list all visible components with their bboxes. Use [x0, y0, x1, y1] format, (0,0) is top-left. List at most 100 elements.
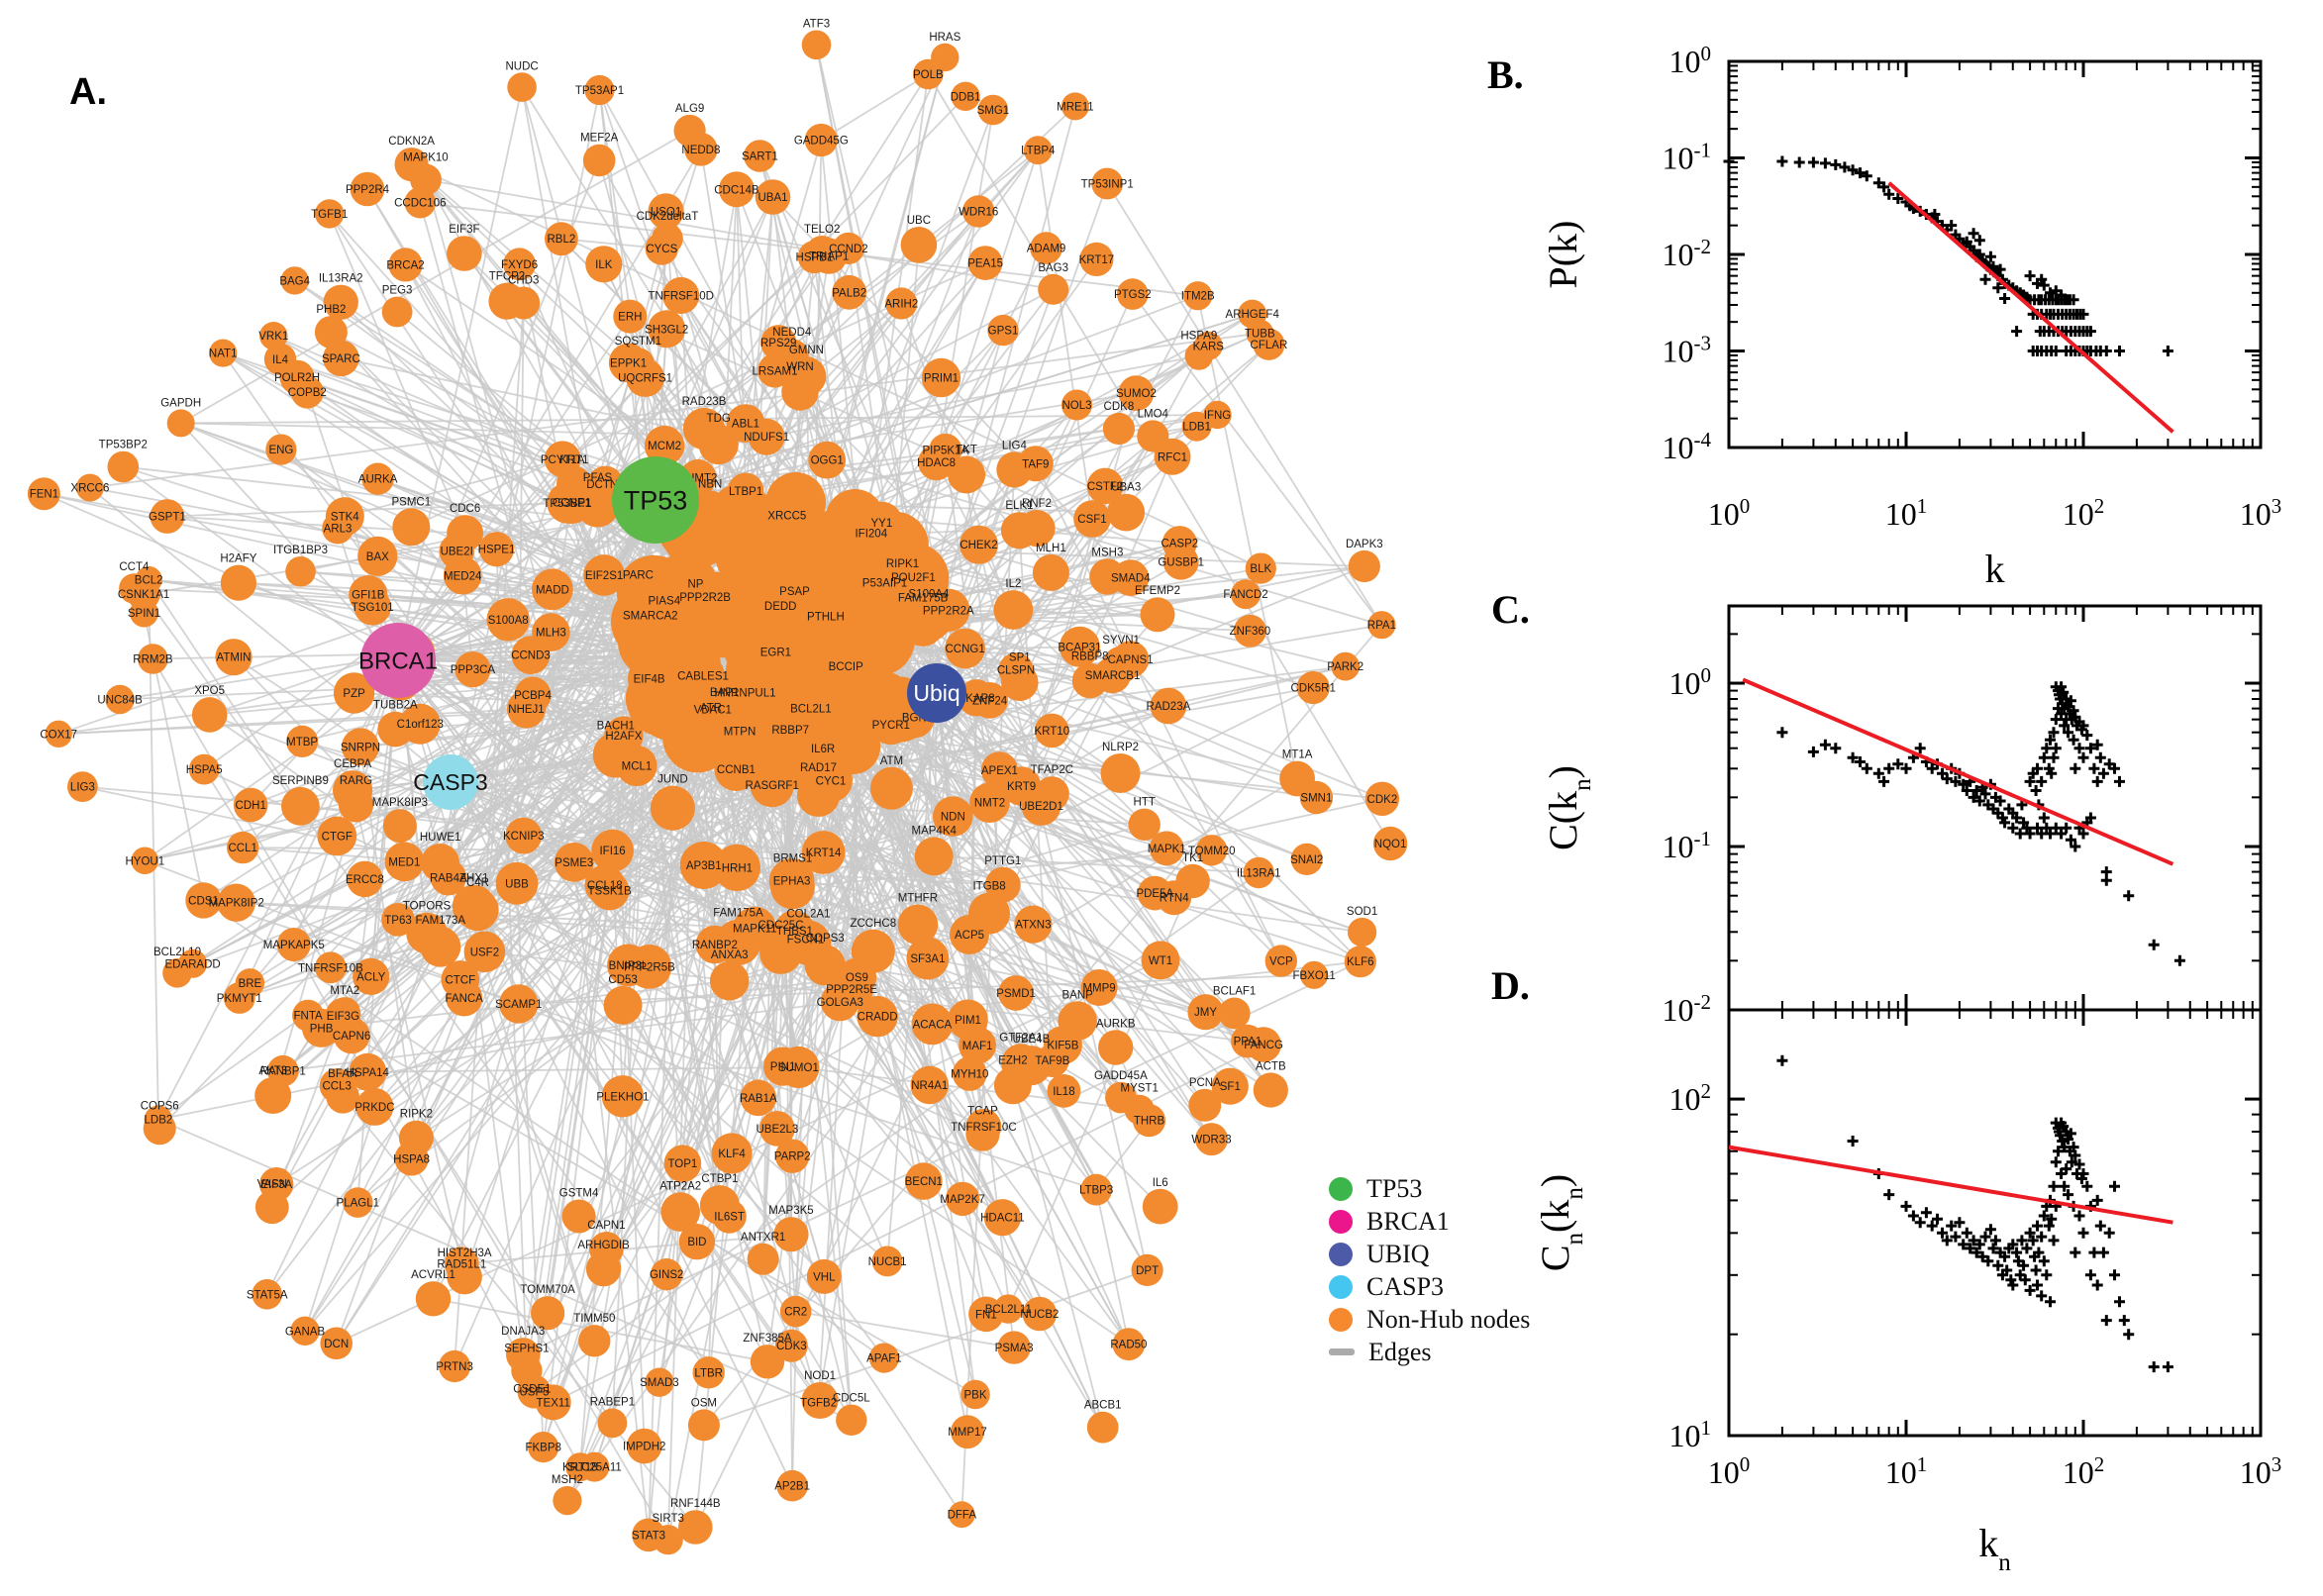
network-node [215, 639, 252, 676]
network-node [1348, 549, 1380, 583]
network-node-label: SNRPN [341, 742, 380, 753]
network-node [980, 751, 1018, 789]
network-node-label: EDARADD [164, 958, 220, 970]
network-node-label: ZNF360 [1230, 626, 1271, 638]
network-node-label: PHB [310, 1023, 334, 1035]
network-node [1036, 1044, 1069, 1077]
network-node [220, 564, 256, 601]
network-node [454, 651, 491, 688]
network-node [1290, 843, 1323, 876]
network-node-label: SH3GL2 [645, 324, 688, 336]
network-node [430, 859, 466, 896]
network-node [1086, 1411, 1119, 1444]
network-node [1218, 997, 1251, 1030]
network-node [591, 829, 634, 872]
network-node-label: BCL2L10 [153, 947, 201, 958]
network-node [185, 882, 222, 919]
network-node [384, 842, 425, 882]
network-node [357, 536, 398, 576]
network-node-label: PARC [623, 570, 654, 582]
tick-label: 10-3 [1663, 332, 1712, 369]
hub-node-ubiq: Ubiq [907, 663, 966, 723]
network-node-label: FANCD2 [1223, 589, 1267, 601]
network-node-label: NP [688, 578, 704, 590]
network-node-label: SNAI2 [1290, 854, 1323, 866]
network-node-label: CCNE1 [553, 498, 591, 510]
network-node [951, 1415, 984, 1449]
network-node-label: CABLES1 [677, 670, 729, 682]
network-node [804, 123, 838, 157]
network-node-label: FSCN1 [787, 934, 825, 946]
network-node-label: CSF1 [1077, 514, 1106, 526]
network-node [1231, 579, 1261, 610]
network-node-label: H2AFY [220, 553, 256, 565]
network-node-label: STAT5A [247, 1289, 288, 1301]
network-node [439, 533, 475, 569]
network-node [333, 672, 375, 714]
network-node-label: IL2 [1005, 578, 1021, 590]
network-node [653, 1525, 683, 1555]
network-node-label: HUWE1 [420, 832, 461, 844]
network-node [420, 926, 461, 967]
network-node-label: KIF5B [1047, 1041, 1078, 1052]
network-node-label: BCAP31 [1058, 642, 1101, 653]
network-node [439, 1349, 471, 1383]
network-node-label: H2AFX [605, 731, 642, 743]
network-node [381, 903, 415, 937]
network-node-label: RARG [340, 775, 372, 787]
network-node-label: LMO4 [1138, 408, 1169, 420]
network-node-label: WRN [786, 361, 813, 373]
network-node [678, 1510, 713, 1545]
network-node [1118, 375, 1155, 411]
network-node-label: CCDC106 [394, 198, 446, 210]
network-node-label: CCL3 [322, 1081, 351, 1093]
legend-color-dot [1329, 1274, 1353, 1299]
network-node-label: ERCC8 [346, 874, 384, 886]
network-node [1079, 242, 1114, 276]
legend-item-non-hub-nodes: Non-Hub nodes [1329, 1303, 1530, 1336]
network-node-label: BCL2 [135, 575, 163, 587]
network-node-label: SQSTM1 [615, 336, 661, 348]
network-node-label: ERH [618, 312, 642, 324]
network-node [1047, 1074, 1081, 1108]
network-node [613, 299, 648, 334]
network-node-label: CDC6 [450, 503, 480, 515]
network-node-label: ARHGEF4 [1226, 309, 1280, 321]
network-node-label: LTBP4 [1021, 146, 1056, 157]
network-node-label: KARS [1193, 341, 1225, 352]
network-node [987, 314, 1019, 347]
network-node-label: MAPKAPK5 [263, 940, 325, 951]
network-node [774, 1329, 808, 1362]
network-node [315, 951, 347, 984]
tick-label: 102 [2063, 1452, 2105, 1490]
network-node-label: PZP [343, 688, 365, 700]
network-node [545, 222, 578, 256]
network-node-label: ITGB1BP3 [273, 545, 328, 556]
axis-title: C(kn) [1541, 765, 1596, 850]
network-node-label: CSNK1A1 [118, 589, 169, 601]
network-node-label: STK4 [331, 512, 359, 524]
network-node-label: SMAD4 [1111, 573, 1151, 585]
network-node-label: PDE5A [1136, 888, 1173, 900]
network-node [1187, 994, 1224, 1031]
network-node [1001, 1044, 1041, 1083]
network-node-label: ZCCHC8 [850, 918, 896, 930]
network-node [998, 975, 1034, 1011]
network-node-label: EIF3A [260, 1179, 292, 1191]
network-node [910, 1065, 950, 1105]
network-node [621, 348, 656, 381]
network-node-label: CLSPN [997, 665, 1035, 677]
network-node-label: CDK3 [776, 1341, 807, 1352]
network-node-label: TNFRSF10B [298, 962, 363, 974]
network-node-label: PPP2R5B [624, 961, 675, 973]
network-node-label: USO1 [651, 206, 681, 218]
network-node-label: IL6 [1153, 1177, 1168, 1189]
network-node-label: RRM2B [133, 654, 173, 666]
network-node-label: DPT [1136, 1265, 1159, 1277]
network-node [810, 238, 848, 274]
network-node-label: BRCA2 [386, 259, 424, 271]
network-node [900, 227, 938, 263]
network-node-label: PPA1 [1234, 1037, 1262, 1048]
network-node-label: CSTF2 [1087, 481, 1123, 493]
